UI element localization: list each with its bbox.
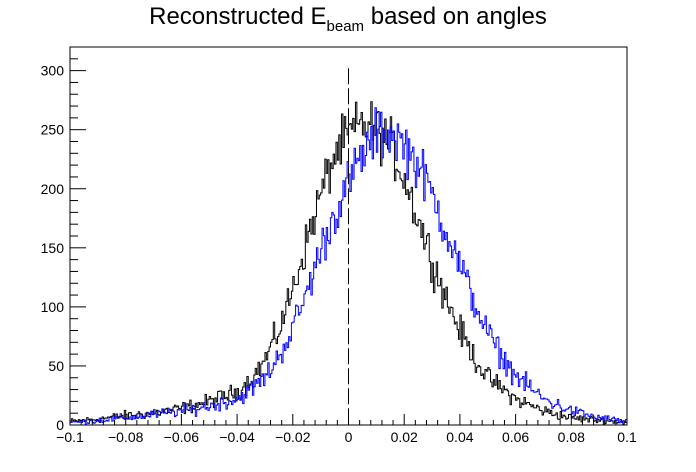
chart-title-subscript: beam bbox=[327, 18, 365, 35]
x-tick-label: 0.1 bbox=[617, 429, 637, 445]
y-tick-label: 300 bbox=[41, 63, 65, 79]
chart-title: Reconstructed Ebeam based on angles bbox=[149, 3, 547, 35]
x-tick-label: 0.08 bbox=[558, 429, 585, 445]
x-tick-label: 0.06 bbox=[502, 429, 529, 445]
y-tick-label: 0 bbox=[56, 417, 64, 433]
y-tick-label: 50 bbox=[48, 358, 64, 374]
x-tick-label: −0.1 bbox=[56, 429, 84, 445]
chart-title-rest: based on angles bbox=[364, 3, 547, 30]
x-tick-label: −0.04 bbox=[219, 429, 255, 445]
y-tick-label: 150 bbox=[41, 240, 65, 256]
x-tick-label: 0.04 bbox=[446, 429, 473, 445]
x-tick-label: 0.02 bbox=[391, 429, 418, 445]
chart-title-main: Reconstructed E bbox=[149, 3, 326, 30]
x-tick-label: −0.08 bbox=[108, 429, 144, 445]
x-tick-label: 0 bbox=[345, 429, 353, 445]
x-tick-label: −0.02 bbox=[275, 429, 311, 445]
x-tick-label: −0.06 bbox=[164, 429, 200, 445]
y-tick-label: 100 bbox=[41, 299, 65, 315]
plot-area: −0.1 −0.08 −0.06 −0.04 −0.02 0 0.02 0.04 0.06 0.0… bbox=[41, 46, 637, 445]
y-tick-label: 200 bbox=[41, 181, 65, 197]
y-tick-label: 250 bbox=[41, 122, 65, 138]
histogram-series-2 bbox=[70, 107, 627, 426]
